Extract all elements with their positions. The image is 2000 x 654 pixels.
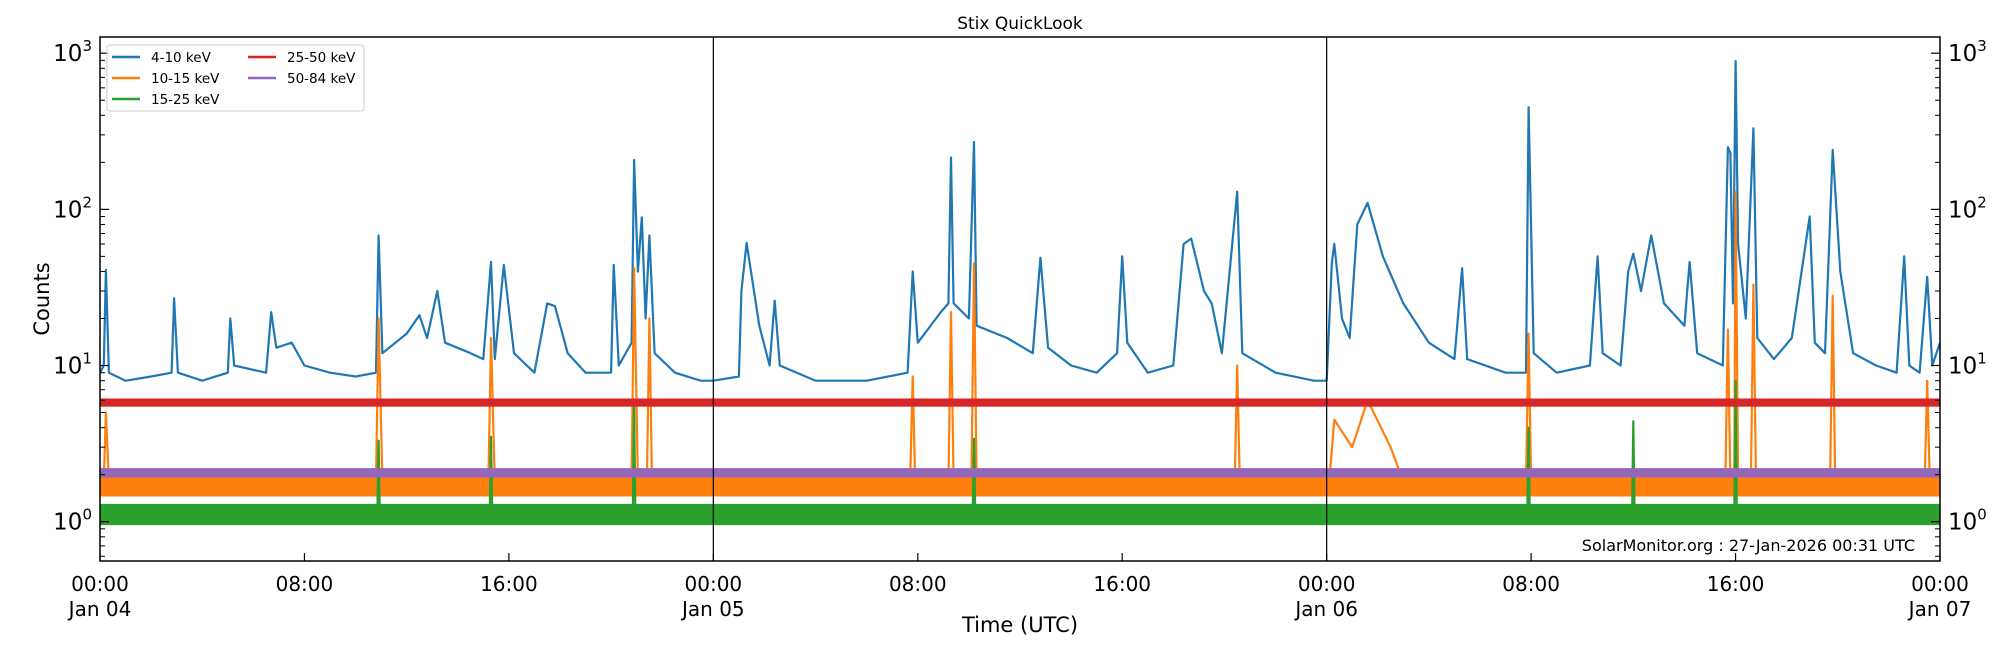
y-tick-label-left: 100: [53, 506, 92, 536]
x-tick-date-label: Jan 07: [1907, 597, 1972, 621]
x-tick-label: 08:00: [889, 572, 947, 596]
y-tick-label-right: 103: [1948, 37, 1987, 67]
x-tick-label: 00:00: [685, 572, 743, 596]
legend-label: 15-25 keV: [151, 92, 220, 108]
x-tick-label: 08:00: [276, 572, 334, 596]
y-tick-exponent: 0: [82, 506, 92, 524]
y-tick-exponent: 0: [1977, 506, 1987, 524]
plot-area: [100, 37, 1940, 561]
y-tick-exponent: 2: [82, 193, 92, 211]
x-tick-label: 16:00: [1093, 572, 1151, 596]
x-tick-date-label: Jan 06: [1293, 597, 1358, 621]
series-line-10-15-kev: [100, 190, 1940, 483]
y-tick-label-left: 103: [53, 37, 92, 67]
y-tick-exponent: 3: [82, 37, 92, 55]
x-tick-label: 16:00: [480, 572, 538, 596]
series-line-15-25-kev: [100, 379, 1940, 517]
x-tick-label: 16:00: [1707, 572, 1765, 596]
x-axis-label: Time (UTC): [961, 613, 1078, 637]
series-group: [100, 59, 1940, 526]
legend: 4-10 keV 10-15 keV 15-25 keV 25-50 keV 50-84…: [106, 44, 365, 112]
legend-label: 25-50 keV: [287, 50, 356, 66]
x-tick-label: 00:00: [71, 572, 129, 596]
chart-title: Stix QuickLook: [957, 14, 1083, 34]
y-tick-label-right: 100: [1948, 506, 1987, 536]
y-tick-label-left: 101: [53, 350, 92, 380]
series-line-4-10-kev: [100, 59, 1940, 382]
y-tick-label-right: 102: [1948, 193, 1987, 223]
y-tick-exponent: 3: [1977, 37, 1987, 55]
timestamp-annotation: SolarMonitor.org : 27-Jan-2026 00:31 UTC: [1582, 536, 1915, 555]
legend-label: 4-10 keV: [151, 50, 212, 66]
y-tick-label-left: 102: [53, 193, 92, 223]
legend-box: [106, 44, 365, 112]
x-tick-date-label: Jan 04: [67, 597, 132, 621]
y-tick-exponent: 2: [1977, 193, 1987, 211]
x-tick-label: 00:00: [1911, 572, 1969, 596]
y-axis-label: Counts: [30, 262, 54, 335]
legend-label: 50-84 keV: [287, 71, 356, 87]
x-tick-date-label: Jan 05: [680, 597, 745, 621]
y-tick-label-right: 101: [1948, 350, 1987, 380]
x-tick-label: 00:00: [1298, 572, 1356, 596]
y-tick-exponent: 1: [1977, 350, 1987, 368]
plot-frame: [99, 36, 1941, 562]
y-tick-exponent: 1: [82, 350, 92, 368]
x-tick-label: 08:00: [1502, 572, 1560, 596]
legend-label: 10-15 keV: [151, 71, 220, 87]
